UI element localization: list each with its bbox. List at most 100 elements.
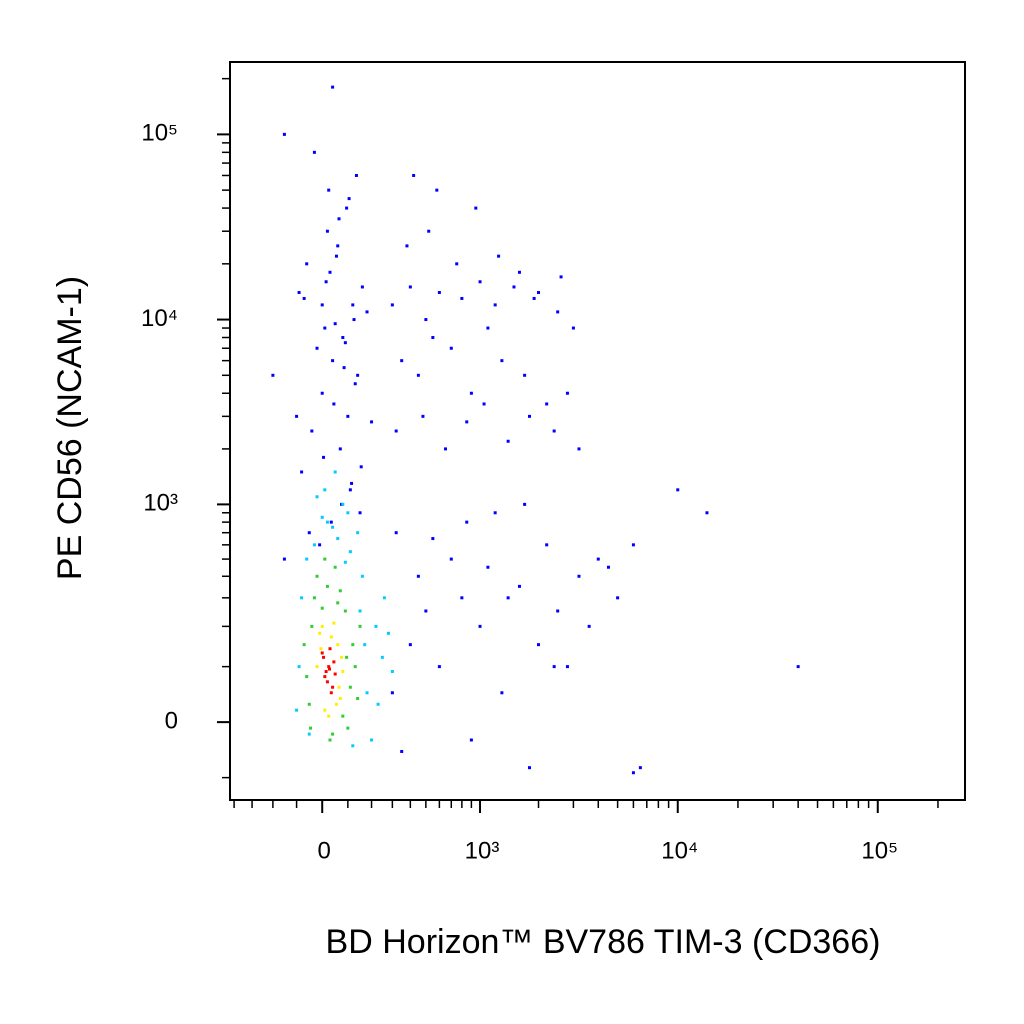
event-dot [337,685,341,689]
event-dot [353,382,357,386]
event-dot [431,537,435,541]
event-dot [328,270,332,274]
event-dot [616,596,620,600]
event-dot [300,470,304,474]
event-dot [469,391,473,395]
event-dot [676,488,680,492]
event-dot [577,447,581,451]
event-dot [327,188,331,192]
event-dot [295,708,299,712]
event-dot [356,531,360,535]
event-dot [302,643,306,647]
event-dot [390,303,394,307]
event-dot [271,373,275,377]
event-dot [416,373,420,377]
event-dot [315,665,319,669]
event-dot [327,714,331,718]
event-dot [325,584,329,588]
event-dot [322,455,326,459]
event-dot [348,685,352,689]
event-dot [517,584,521,588]
event-dot [338,589,342,593]
event-dot [333,322,337,326]
event-dot [322,655,326,659]
event-dot [370,738,374,742]
event-dot [345,206,349,210]
event-dot [315,574,319,578]
event-dot [351,303,355,307]
event-dot [310,624,314,628]
event-dot [320,303,324,307]
event-dot [323,708,327,712]
event-dot [360,574,364,578]
event-dot [435,188,439,192]
event-dot [323,557,327,561]
event-dot [376,702,380,706]
event-dot [332,402,336,406]
event-dot [517,270,521,274]
event-dot [380,655,384,659]
event-dot [338,696,342,700]
event-dot [324,670,328,674]
event-dot [449,557,453,561]
event-dot [465,420,469,424]
event-dot [412,173,416,177]
event-dot [394,429,398,433]
event-dot [408,285,412,289]
event-dot [527,414,531,418]
event-dot [336,601,340,605]
event-dot [309,726,313,730]
event-dot [325,680,329,684]
x-tick-label: 10⁵ [861,837,898,864]
event-dot [552,429,556,433]
event-dot [493,511,497,515]
event-dot [631,771,635,775]
event-dot [497,254,501,258]
event-dot [532,296,536,300]
event-dot [332,621,336,625]
event-dot [537,291,541,295]
event-dot [336,537,340,541]
event-dot [333,565,337,569]
event-dot [353,665,357,669]
event-dot [341,336,345,340]
event-dot [360,285,364,289]
event-dot [328,738,332,742]
event-dot [358,511,362,515]
event-dot [559,275,563,279]
event-dot [587,624,591,628]
event-dot [336,244,340,248]
event-dot [327,665,331,669]
event-dot [705,511,709,515]
event-dot [348,550,352,554]
event-dot [382,596,386,600]
event-dot [305,675,309,679]
event-dot [545,402,549,406]
x-axis-label: BD Horizon™ BV786 TIM-3 (CD366) [326,923,881,961]
event-dot [552,665,556,669]
event-dot [341,714,345,718]
event-dot [408,643,412,647]
event-dot [307,531,311,535]
event-dot [310,429,314,433]
event-dot [478,624,482,628]
event-dot [460,596,464,600]
event-dot [365,691,369,695]
event-dot [332,660,336,664]
event-dot [512,285,516,289]
event-dot [329,635,333,639]
event-dot [465,520,469,524]
event-dot [386,631,390,635]
event-dot [537,643,541,647]
event-dot [302,296,306,300]
event-dot [350,481,354,485]
event-dot [796,665,800,669]
event-dot [342,366,346,370]
event-dot [431,336,435,340]
event-dot [318,631,322,635]
event-dot [571,326,575,330]
event-dot [527,766,531,770]
event-dot [340,655,344,659]
x-tick-label: 0 [318,837,331,864]
